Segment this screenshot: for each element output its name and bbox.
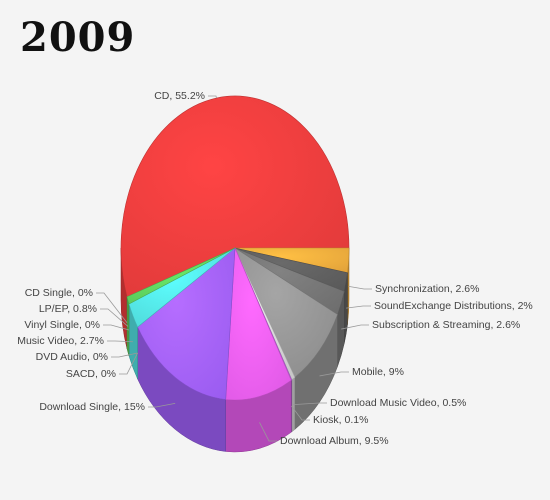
slice-label: LP/EP, 0.8% xyxy=(39,303,97,315)
slice-label: CD Single, 0% xyxy=(25,287,93,299)
pie-slice-side-lp-ep xyxy=(126,296,130,357)
label-connector xyxy=(96,292,128,324)
slice-label: DVD Audio, 0% xyxy=(36,351,108,363)
slice-label: Music Video, 2.7% xyxy=(17,335,104,347)
slice-label: CD, 55.2% xyxy=(154,90,205,102)
label-connector xyxy=(208,95,217,99)
label-connector xyxy=(111,352,138,358)
pie-slice-download-single[interactable] xyxy=(137,247,236,400)
slice-label: Subscription & Streaming, 2.6% xyxy=(372,319,520,331)
label-connector xyxy=(291,405,310,421)
slice-label: SACD, 0% xyxy=(66,368,116,380)
label-connector xyxy=(103,324,130,331)
slice-label: SoundExchange Distributions, 2% xyxy=(374,300,533,312)
pie-labels: CD, 55.2% Synchronization, 2.6% SoundExcha… xyxy=(17,90,533,447)
label-connector xyxy=(346,305,371,309)
slice-label: Vinyl Single, 0% xyxy=(24,319,100,331)
slice-label: Synchronization, 2.6% xyxy=(375,283,479,295)
label-connector xyxy=(107,340,133,343)
slice-label: Kiosk, 0.1% xyxy=(313,414,368,426)
label-connector xyxy=(148,402,176,408)
pie-slice-mobile[interactable] xyxy=(234,247,338,378)
pie-slice-lp-ep[interactable] xyxy=(126,247,236,305)
label-connector xyxy=(341,324,369,330)
label-connector xyxy=(293,402,327,405)
slice-label: Download Single, 15% xyxy=(39,401,145,413)
label-connector xyxy=(119,352,138,375)
chart-title: 2009 xyxy=(20,14,136,61)
label-connector xyxy=(259,422,277,442)
label-connector xyxy=(100,308,129,327)
slice-label: Mobile, 9% xyxy=(352,366,404,378)
pie-top-faces xyxy=(120,95,350,401)
pie-side-walls xyxy=(120,247,350,453)
label-connector xyxy=(348,286,372,290)
slice-label: Download Album, 9.5% xyxy=(280,435,389,447)
label-connector xyxy=(319,371,349,377)
slice-label: Download Music Video, 0.5% xyxy=(330,397,466,409)
pie-slice-download-album[interactable] xyxy=(225,247,292,401)
